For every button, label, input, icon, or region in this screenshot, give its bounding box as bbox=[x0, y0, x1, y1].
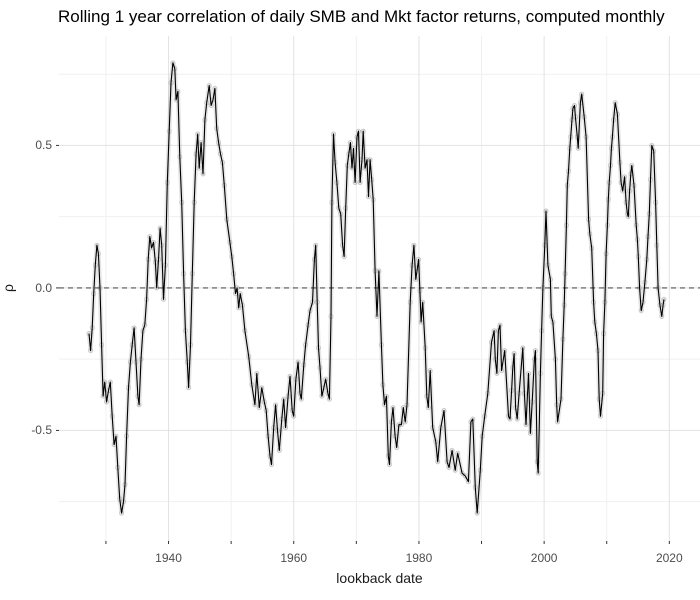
x-tick-label: 1980 bbox=[405, 551, 433, 565]
y-tick-label: 0.5 bbox=[35, 138, 52, 153]
data-point-marker bbox=[462, 473, 468, 479]
x-tick-label: 2020 bbox=[655, 551, 683, 565]
y-tick-label: -0.5 bbox=[31, 423, 52, 438]
x-axis-title: lookback date bbox=[336, 570, 423, 586]
x-tick-label: 2000 bbox=[530, 551, 558, 565]
x-tick-label: 1940 bbox=[155, 551, 182, 565]
x-tick-label: 1960 bbox=[280, 551, 308, 565]
series-line bbox=[88, 62, 665, 514]
y-tick-label: 0.0 bbox=[35, 280, 52, 295]
chart-title: Rolling 1 year correlation of daily SMB … bbox=[58, 7, 665, 26]
